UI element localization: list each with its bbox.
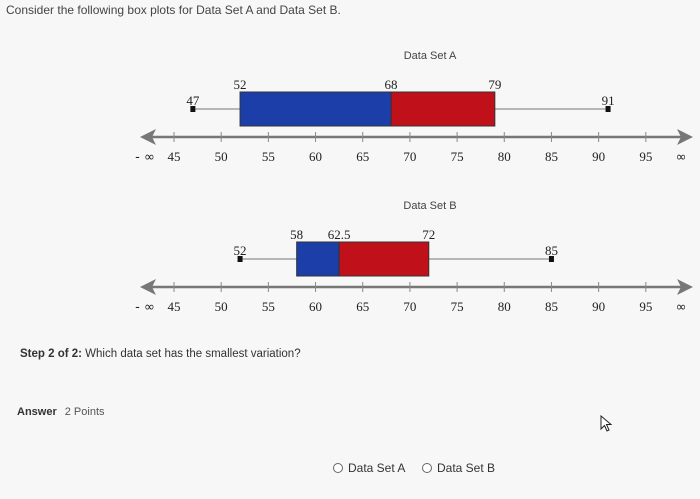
plot-b-max-marker: [548, 256, 554, 262]
plot-b-tick-label-85: 85: [545, 299, 558, 314]
plot-b-tick-label-80: 80: [498, 299, 511, 314]
plot-a-q3-label: 79: [488, 77, 501, 92]
radio-button-a[interactable]: [333, 463, 343, 473]
points-label: 2 Points: [64, 406, 105, 418]
plot-a-upper-box: [390, 91, 496, 127]
plot-b-median-label: 62.5: [328, 227, 351, 242]
plot-a-tick-label-70: 70: [403, 149, 416, 164]
option-a-label: Data Set A: [348, 461, 406, 475]
plot-a-tick-label-85: 85: [545, 149, 558, 164]
plot-a-max-label: 91: [602, 93, 615, 108]
step-label: Step 2 of 2:: [20, 348, 82, 360]
option-data-set-a[interactable]: Data Set A: [333, 461, 405, 475]
radio-button-b[interactable]: [422, 463, 432, 473]
plot-a-min-marker: [190, 106, 196, 112]
plot-b-pos-inf-label: ∞: [676, 300, 687, 315]
plot-b-q3-label: 72: [422, 227, 435, 242]
plot-a-tick-label-90: 90: [592, 149, 605, 164]
plot-b-tick-label-70: 70: [403, 299, 416, 314]
answer-header: Answer 2 Points: [17, 406, 105, 418]
box-plot-a-svg: Data Set A 47 52 68 79 91 45 50 55 60 65 70 75 80 85 90…: [135, 50, 693, 165]
plot-a-tick-label-55: 55: [262, 149, 275, 164]
plot-a-max-marker: [605, 106, 611, 112]
plot-a-tick-label-60: 60: [309, 149, 322, 164]
plot-a-neg-inf-label: - ∞: [135, 150, 155, 165]
plot-a-tick-label-75: 75: [451, 149, 464, 164]
step-question: Step 2 of 2: Which data set has the smal…: [20, 348, 301, 360]
plot-a-lower-box: [239, 91, 392, 127]
plot-a-tick-label-45: 45: [168, 149, 181, 164]
plot-a-tick-label-95: 95: [639, 149, 652, 164]
plot-b-max-label: 85: [545, 243, 558, 258]
plot-b-tick-label-45: 45: [168, 299, 181, 314]
plot-b-lower-box: [296, 241, 340, 277]
plot-b-tick-label-90: 90: [592, 299, 605, 314]
option-data-set-b[interactable]: Data Set B: [422, 461, 495, 475]
plot-b-neg-inf-label: - ∞: [135, 300, 155, 315]
plot-b-tick-label-75: 75: [451, 299, 464, 314]
plot-b-tick-label-55: 55: [262, 299, 275, 314]
plot-a-pos-inf-label: ∞: [676, 150, 687, 165]
plot-a-q1-label: 52: [234, 77, 247, 92]
plot-b-tick-label-50: 50: [215, 299, 228, 314]
plot-a-axis-right-arrow: [677, 129, 693, 145]
plot-b-min-marker: [237, 256, 243, 262]
plot-b-title: Data Set B: [403, 200, 456, 212]
plot-a-tick-label-80: 80: [498, 149, 511, 164]
answer-label: Answer: [17, 406, 57, 418]
plot-b-tick-label-60: 60: [309, 299, 322, 314]
plot-a-title: Data Set A: [404, 50, 457, 62]
plot-a-median-label: 68: [385, 77, 398, 92]
plot-b-axis-left-arrow: [140, 279, 156, 295]
question-text: Consider the following box plots for Dat…: [6, 3, 341, 17]
plot-a-tick-label-50: 50: [215, 149, 228, 164]
box-plot-data-set-b: Data Set B 52 58 62.5 72 85 45 50 55 60 65 70 75 80 85…: [0, 195, 700, 325]
plot-b-upper-box: [338, 241, 430, 277]
step-text: Which data set has the smallest variatio…: [81, 348, 301, 360]
plot-b-tick-label-65: 65: [356, 299, 369, 314]
plot-b-min-label: 52: [234, 243, 247, 258]
plot-b-axis-right-arrow: [677, 279, 693, 295]
plot-b-q1-label: 58: [290, 227, 303, 242]
box-plot-data-set-a: Data Set A 47 52 68 79 91 45 50 55 60 65 70 75 80 85 90…: [0, 45, 700, 175]
plot-b-tick-label-95: 95: [639, 299, 652, 314]
option-b-label: Data Set B: [437, 461, 496, 475]
plot-a-axis-left-arrow: [140, 129, 156, 145]
plot-a-min-label: 47: [186, 93, 200, 108]
plot-a-tick-label-65: 65: [356, 149, 369, 164]
mouse-pointer-icon: [600, 415, 613, 432]
box-plot-b-svg: Data Set B 52 58 62.5 72 85 45 50 55 60 65 70 75 80 85…: [135, 200, 693, 315]
